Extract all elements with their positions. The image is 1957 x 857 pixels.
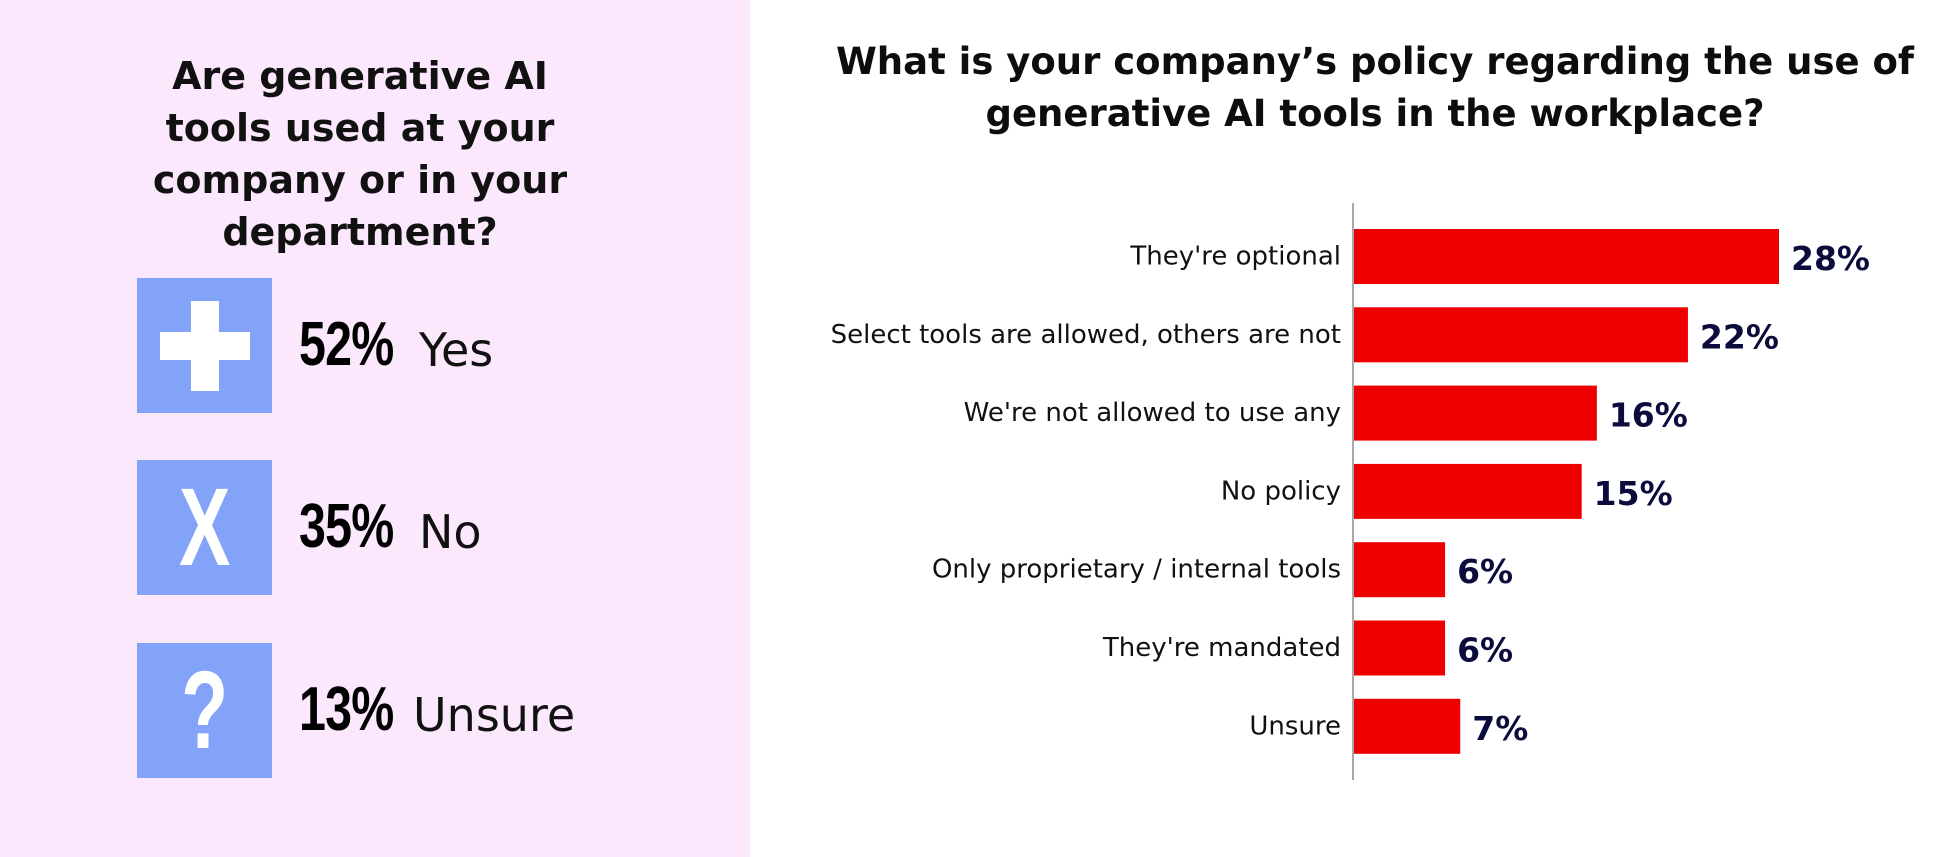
chart-title: What is your company’s policy regarding …	[835, 40, 1915, 135]
category-label-5: They're mandated	[1102, 633, 1341, 663]
bar-4	[1354, 542, 1446, 598]
bar-5	[1354, 620, 1446, 676]
category-label-3: No policy	[1221, 476, 1341, 506]
value-label-6: 7%	[1472, 709, 1528, 748]
category-label-4: Only proprietary / internal tools	[932, 555, 1341, 585]
x-icon: X	[137, 460, 272, 595]
value-label-5: 6%	[1457, 631, 1513, 670]
bar-2	[1354, 385, 1597, 441]
category-label-0: They're optional	[1129, 242, 1341, 272]
plus-icon	[137, 278, 272, 413]
question-icon: ?	[137, 643, 272, 778]
x-icon-glyph: X	[178, 465, 231, 589]
value-label-2: 16%	[1609, 396, 1688, 435]
value-label-0: 28%	[1791, 239, 1870, 278]
value-label-3: 15%	[1594, 474, 1673, 513]
stat-row-unsure: ? 13% Unsure	[137, 643, 697, 778]
stat-label-yes: Yes	[419, 323, 494, 377]
stat-percent-no: 35%	[299, 492, 394, 561]
left-question-title: Are generative AI tools used at your com…	[152, 54, 568, 254]
bar-6	[1354, 698, 1461, 754]
value-label-1: 22%	[1700, 317, 1779, 356]
question-icon-glyph: ?	[180, 648, 229, 772]
category-label-6: Unsure	[1249, 711, 1341, 741]
category-label-2: We're not allowed to use any	[964, 398, 1341, 428]
bar-1	[1354, 307, 1688, 363]
value-label-4: 6%	[1457, 552, 1513, 591]
category-label-1: Select tools are allowed, others are not	[831, 320, 1341, 350]
stat-row-yes: 52% Yes	[137, 278, 697, 413]
stat-percent-unsure: 13%	[299, 675, 394, 744]
stat-label-no: No	[419, 505, 482, 559]
plus-icon-shape	[159, 300, 250, 391]
stat-percent-yes: 52%	[299, 310, 394, 379]
bar-3	[1354, 463, 1582, 519]
stat-label-unsure: Unsure	[413, 688, 576, 742]
bar-0	[1354, 229, 1779, 284]
stat-row-no: X 35% No	[137, 460, 697, 595]
left-panel: Are generative AI tools used at your com…	[0, 0, 750, 857]
